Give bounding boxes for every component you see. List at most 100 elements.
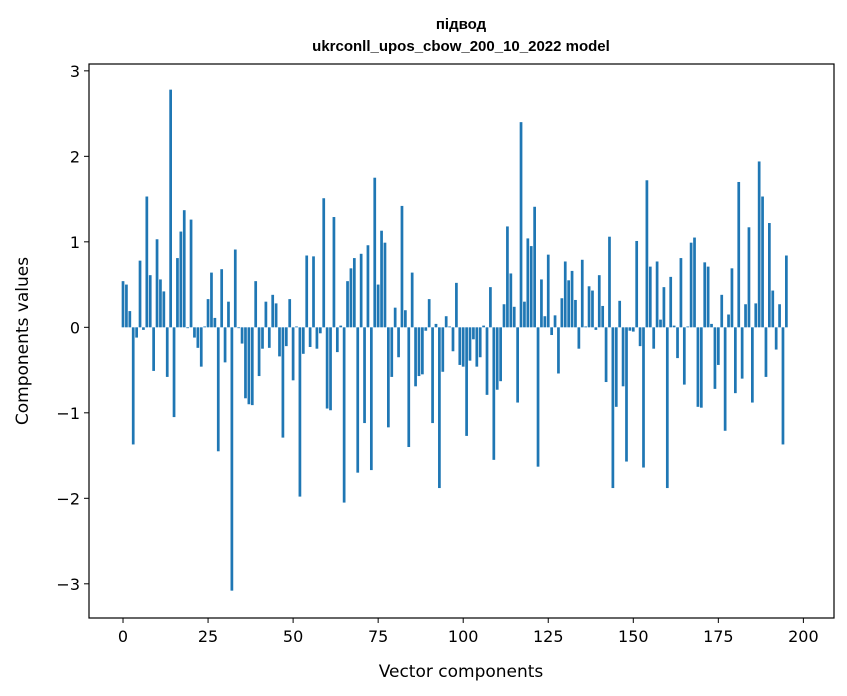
bar-122 <box>536 327 540 467</box>
bar-194 <box>781 327 785 445</box>
bar-166 <box>686 326 690 328</box>
bar-41 <box>261 327 264 349</box>
bar-75 <box>376 284 380 328</box>
bar-112 <box>502 304 506 328</box>
bar-64 <box>339 325 343 328</box>
bar-14 <box>169 89 172 328</box>
bar-117 <box>519 122 523 328</box>
bar-105 <box>478 327 482 358</box>
bar-9 <box>152 327 155 371</box>
bar-21 <box>193 327 196 338</box>
bar-27 <box>213 317 217 328</box>
bar-94 <box>441 327 445 372</box>
bar-152 <box>638 327 642 347</box>
bar-86 <box>414 327 417 387</box>
bar-113 <box>506 226 509 328</box>
bar-116 <box>516 327 519 403</box>
bar-38 <box>250 327 254 406</box>
bar-104 <box>475 327 479 367</box>
bar-60 <box>325 327 329 409</box>
bar-138 <box>591 290 594 328</box>
bar-53 <box>301 327 305 354</box>
bar-24 <box>203 326 207 328</box>
x-tick-label: 25 <box>198 627 218 646</box>
bar-71 <box>363 327 366 424</box>
bar-49 <box>288 299 292 328</box>
bar-143 <box>608 236 611 328</box>
bar-82 <box>400 205 404 328</box>
bar-111 <box>499 327 502 382</box>
bar-181 <box>737 181 741 328</box>
bar-129 <box>560 298 564 328</box>
x-tick-label: 150 <box>618 627 649 646</box>
bar-128 <box>557 327 560 374</box>
bar-155 <box>648 266 652 328</box>
bar-97 <box>451 327 455 352</box>
bar-26 <box>210 272 213 328</box>
bar-102 <box>468 327 472 361</box>
bar-61 <box>329 327 332 411</box>
bar-100 <box>461 327 465 367</box>
bar-169 <box>696 327 700 407</box>
bar-96 <box>448 326 451 328</box>
bar-178 <box>727 314 730 328</box>
bar-160 <box>665 327 669 489</box>
bar-146 <box>618 300 622 328</box>
y-tick-label: 1 <box>70 233 80 252</box>
bar-10 <box>155 239 159 328</box>
bar-147 <box>621 327 625 387</box>
x-tick-label: 200 <box>788 627 819 646</box>
bar-95 <box>444 316 448 328</box>
bar-120 <box>529 246 533 328</box>
bar-137 <box>587 286 591 328</box>
x-tick-label: 125 <box>533 627 564 646</box>
bar-79 <box>390 327 394 377</box>
bar-121 <box>533 206 536 328</box>
bar-176 <box>720 294 724 328</box>
bar-31 <box>227 301 230 328</box>
bar-119 <box>526 238 530 328</box>
bar-83 <box>404 310 407 328</box>
bar-159 <box>662 287 666 328</box>
bar-184 <box>747 227 751 328</box>
bar-140 <box>597 275 601 328</box>
bar-124 <box>543 316 547 328</box>
bar-68 <box>352 258 356 328</box>
bar-141 <box>601 305 605 328</box>
x-tick-label: 175 <box>703 627 734 646</box>
bar-73 <box>369 327 373 471</box>
bar-193 <box>778 304 781 328</box>
bar-130 <box>563 261 567 328</box>
bar-0 <box>121 281 125 328</box>
bar-157 <box>655 261 659 328</box>
bar-16 <box>176 258 179 328</box>
bar-101 <box>465 327 468 436</box>
bar-171 <box>703 262 707 328</box>
bar-190 <box>768 223 771 328</box>
bar-46 <box>278 327 281 357</box>
x-axis-label: Vector components <box>379 662 544 682</box>
bar-150 <box>631 327 635 332</box>
bar-195 <box>785 255 788 328</box>
bar-93 <box>438 327 441 489</box>
y-axis-ticks: −3 −2 −1 0 1 2 3 <box>56 62 89 594</box>
bar-56 <box>312 256 315 328</box>
bar-123 <box>540 279 543 328</box>
bar-65 <box>342 327 346 503</box>
bar-90 <box>427 299 431 328</box>
bar-127 <box>553 315 557 328</box>
bar-30 <box>223 327 227 363</box>
plot-frame <box>88 63 835 619</box>
y-tick-label: −3 <box>56 575 80 594</box>
bar-72 <box>366 245 370 328</box>
x-tick-label: 75 <box>368 627 388 646</box>
bar-142 <box>604 327 608 383</box>
bar-76 <box>380 230 383 328</box>
bar-55 <box>308 327 312 347</box>
bar-115 <box>512 306 516 328</box>
bar-52 <box>298 327 302 497</box>
bar-44 <box>271 294 275 328</box>
bar-22 <box>196 327 200 348</box>
bar-164 <box>679 258 683 328</box>
bar-189 <box>764 327 768 377</box>
